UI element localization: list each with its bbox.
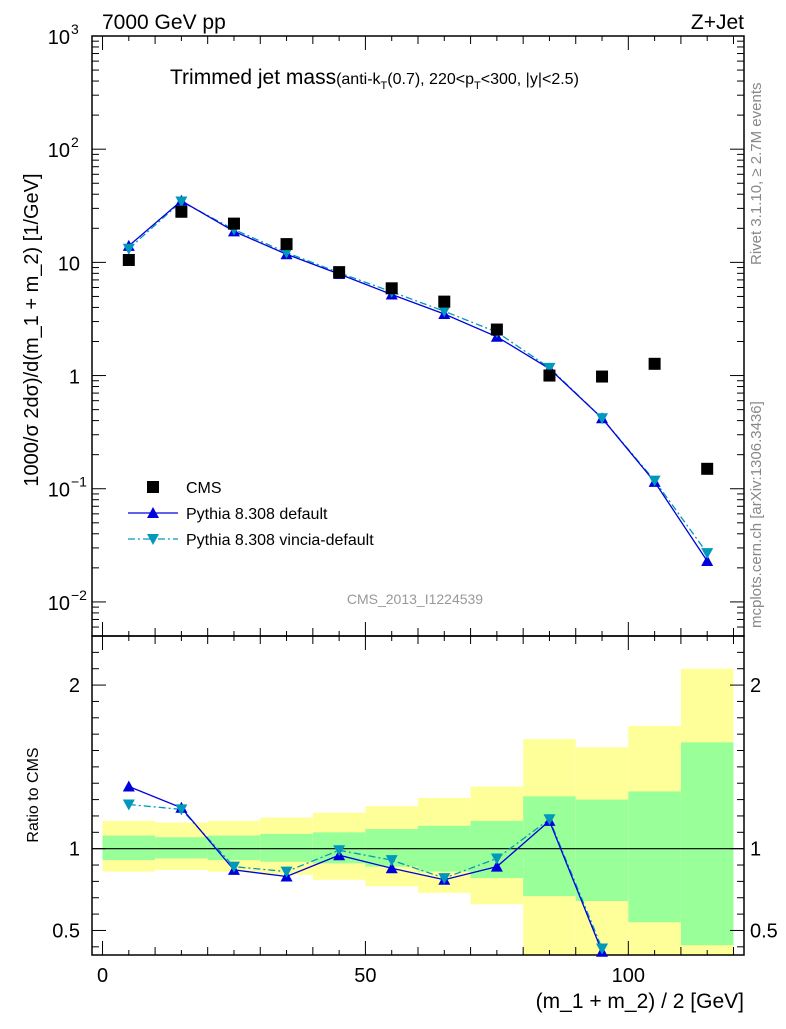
plot-title: Trimmed jet mass(anti-kT(0.7), 220<pT<30… xyxy=(170,66,579,92)
x-axis-label: (m_1 + m_2) / 2 [GeV] xyxy=(536,990,744,1013)
ratio-band-green xyxy=(207,835,261,861)
cms-point xyxy=(543,369,556,382)
main-y-axis-label: 1000/σ 2dσ)/d(m_1 + m_2) [1/GeV] xyxy=(21,173,43,486)
vincia-point xyxy=(122,243,135,255)
ratio-default-point xyxy=(385,862,398,874)
ratio-vincia-point xyxy=(175,804,188,816)
y-tick-label: 10 xyxy=(48,140,70,162)
cms-point xyxy=(280,238,293,251)
rivet-label: Rivet 3.1.10, ≥ 2.7M events xyxy=(748,83,765,266)
ratio-default-point xyxy=(122,780,135,792)
y-tick-label: 10 xyxy=(48,480,70,502)
legend-marker-cms xyxy=(147,481,159,493)
vincia-point xyxy=(596,413,609,425)
ratio-y-tick-label: 2 xyxy=(69,675,80,697)
ratio-y-axis-label: Ratio to CMS xyxy=(25,747,42,842)
legend-label-vincia: Pythia 8.308 vincia-default xyxy=(186,532,374,549)
default-point xyxy=(701,554,714,566)
legend-label-default: Pythia 8.308 default xyxy=(186,506,328,523)
legend-marker-default xyxy=(147,507,159,518)
vincia-point xyxy=(701,548,714,560)
vincia-point xyxy=(175,196,188,208)
ratio-vincia-point xyxy=(227,861,240,873)
ratio-band-green xyxy=(575,799,629,902)
x-tick-label: 0 xyxy=(97,965,108,987)
ratio-y-tick-label: 1 xyxy=(750,839,761,861)
ratio-vincia-point xyxy=(122,799,135,811)
ratio-vincia-point xyxy=(333,845,346,857)
legend-label-cms: CMS xyxy=(186,480,222,497)
title-sub: T xyxy=(381,80,388,92)
vincia-point xyxy=(438,306,451,318)
cms-point xyxy=(333,266,346,279)
ratio-band-green xyxy=(680,742,734,946)
title-detail-2: (0.7), 220<p xyxy=(387,71,474,88)
cms-point xyxy=(490,323,503,336)
vincia-line xyxy=(128,200,708,554)
ratio-band-green xyxy=(102,835,156,861)
cms-point xyxy=(175,205,188,218)
legend-marker-vincia xyxy=(147,534,159,545)
ratio-vincia-point xyxy=(438,873,451,885)
vincia-point xyxy=(543,362,556,374)
vincia-point xyxy=(280,247,293,259)
y-tick-label: 10 xyxy=(58,253,80,275)
analysis-watermark: CMS_2013_I1224539 xyxy=(347,591,483,607)
y-tick-exponent: −1 xyxy=(71,474,87,490)
cms-point xyxy=(596,370,609,383)
cms-point xyxy=(385,282,398,295)
x-tick-label: 100 xyxy=(612,965,645,987)
title-main: Trimmed jet mass xyxy=(170,66,336,89)
ratio-vincia-point xyxy=(543,814,556,826)
y-tick-exponent: −2 xyxy=(71,587,87,603)
ratio-default-point xyxy=(490,860,503,872)
ratio-y-tick-label: 1 xyxy=(69,839,80,861)
legend: CMS Pythia 8.308 default Pythia 8.308 vi… xyxy=(128,480,374,549)
vincia-point xyxy=(648,475,661,487)
ratio-default-line xyxy=(128,785,603,952)
energy-label: 7000 GeV pp xyxy=(102,11,226,34)
ratio-vincia-point xyxy=(596,943,609,955)
ratio-band-green xyxy=(155,837,208,859)
default-line xyxy=(128,199,708,562)
ratio-band-green xyxy=(628,791,681,923)
cms-point xyxy=(227,217,240,230)
y-tick-exponent: 2 xyxy=(71,134,79,150)
ratio-plot-area: 0 50 100 0.5 0.5 1 1 2 2 xyxy=(52,635,778,987)
y-tick-label: 10 xyxy=(48,593,70,615)
y-tick-label: 1 xyxy=(69,367,80,389)
ratio-y-tick-label: 0.5 xyxy=(750,920,778,942)
ratio-vincia-point xyxy=(280,866,293,878)
ratio-vincia-point xyxy=(385,855,398,867)
cms-point xyxy=(122,253,135,266)
title-detail-3: <300, |y|<2.5) xyxy=(481,71,579,88)
title-sub-2: T xyxy=(474,80,481,92)
ratio-y-tick-label: 0.5 xyxy=(52,920,80,942)
process-label: Z+Jet xyxy=(691,11,744,34)
cms-point xyxy=(701,462,714,475)
cms-point xyxy=(648,357,661,370)
ratio-vincia-point xyxy=(490,853,503,865)
y-tick-label: 10 xyxy=(48,27,70,49)
mcplots-label: mcplots.cern.ch [arXiv:1306.3436] xyxy=(748,401,765,628)
cms-point xyxy=(438,295,451,308)
x-tick-label: 50 xyxy=(354,965,376,987)
title-detail: (anti-k xyxy=(336,71,381,88)
ratio-band-green xyxy=(523,796,576,897)
ratio-band-green xyxy=(260,833,313,862)
ratio-y-tick-label: 2 xyxy=(750,675,761,697)
y-tick-exponent: 3 xyxy=(71,21,79,37)
